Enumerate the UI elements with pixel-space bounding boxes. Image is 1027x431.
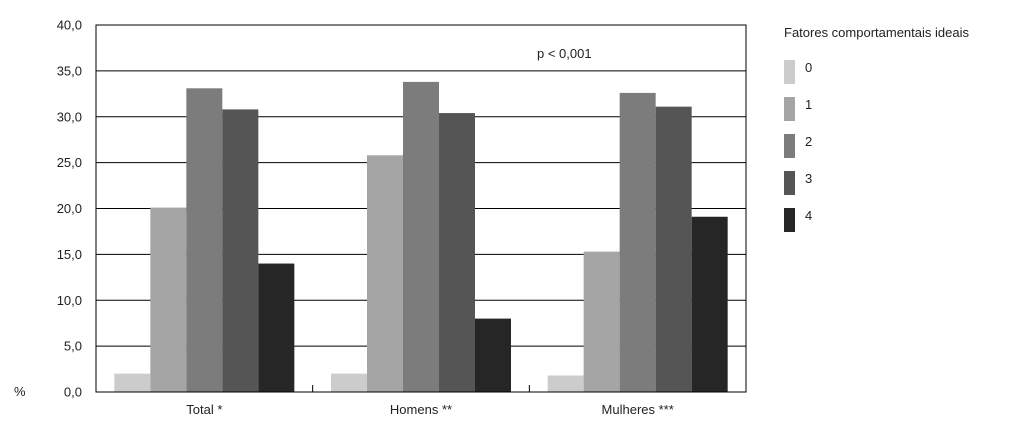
y-tick-label: 10,0	[57, 293, 82, 308]
y-tick-label: 30,0	[57, 109, 82, 124]
bar	[619, 92, 656, 393]
bar	[222, 109, 259, 392]
bars	[114, 81, 728, 393]
y-tick-label: 20,0	[57, 201, 82, 216]
y-tick-label: 35,0	[57, 63, 82, 78]
bar	[475, 318, 511, 392]
y-tick-label: 15,0	[57, 247, 82, 262]
legend: Fatores comportamentais ideais 0 1 2 3 4	[784, 25, 969, 232]
y-tick-label: 40,0	[57, 18, 82, 33]
bar	[186, 88, 223, 393]
legend-swatch	[784, 208, 795, 232]
legend-label: 2	[805, 134, 812, 149]
p-value-annotation: p < 0,001	[537, 46, 592, 61]
legend-swatch	[784, 60, 795, 84]
bar	[583, 251, 620, 392]
bar	[331, 373, 367, 392]
legend-label: 0	[805, 60, 812, 75]
bar	[258, 263, 295, 392]
plot-frame	[95, 24, 747, 393]
axes: % p < 0,001	[14, 24, 747, 399]
category-label: Total *	[186, 402, 222, 417]
legend-label: 1	[805, 97, 812, 112]
legend-swatch	[784, 97, 795, 121]
bar	[655, 106, 692, 392]
legend-swatch	[784, 134, 795, 158]
y-tick-label: 5,0	[64, 339, 82, 354]
y-tick-label: 25,0	[57, 155, 82, 170]
bar	[150, 207, 187, 392]
category-label: Homens **	[390, 402, 452, 417]
bar	[403, 81, 439, 392]
legend-label: 3	[805, 171, 812, 186]
category-label: Mulheres ***	[602, 402, 674, 417]
bar	[547, 375, 584, 392]
legend-title: Fatores comportamentais ideais	[784, 25, 969, 40]
y-tick-label: 0,0	[64, 385, 82, 400]
x-tick-labels: Total * Homens ** Mulheres ***	[186, 402, 674, 417]
legend-swatch	[784, 171, 795, 195]
bar	[367, 155, 403, 392]
bar	[691, 216, 728, 392]
y-axis-label: %	[14, 384, 26, 399]
bar	[439, 113, 475, 392]
bar	[114, 373, 151, 392]
legend-label: 4	[805, 208, 812, 223]
y-tick-labels: 0,0 5,0 10,0 15,0 20,0 25,0 30,0 35,0 40,0	[57, 18, 82, 400]
